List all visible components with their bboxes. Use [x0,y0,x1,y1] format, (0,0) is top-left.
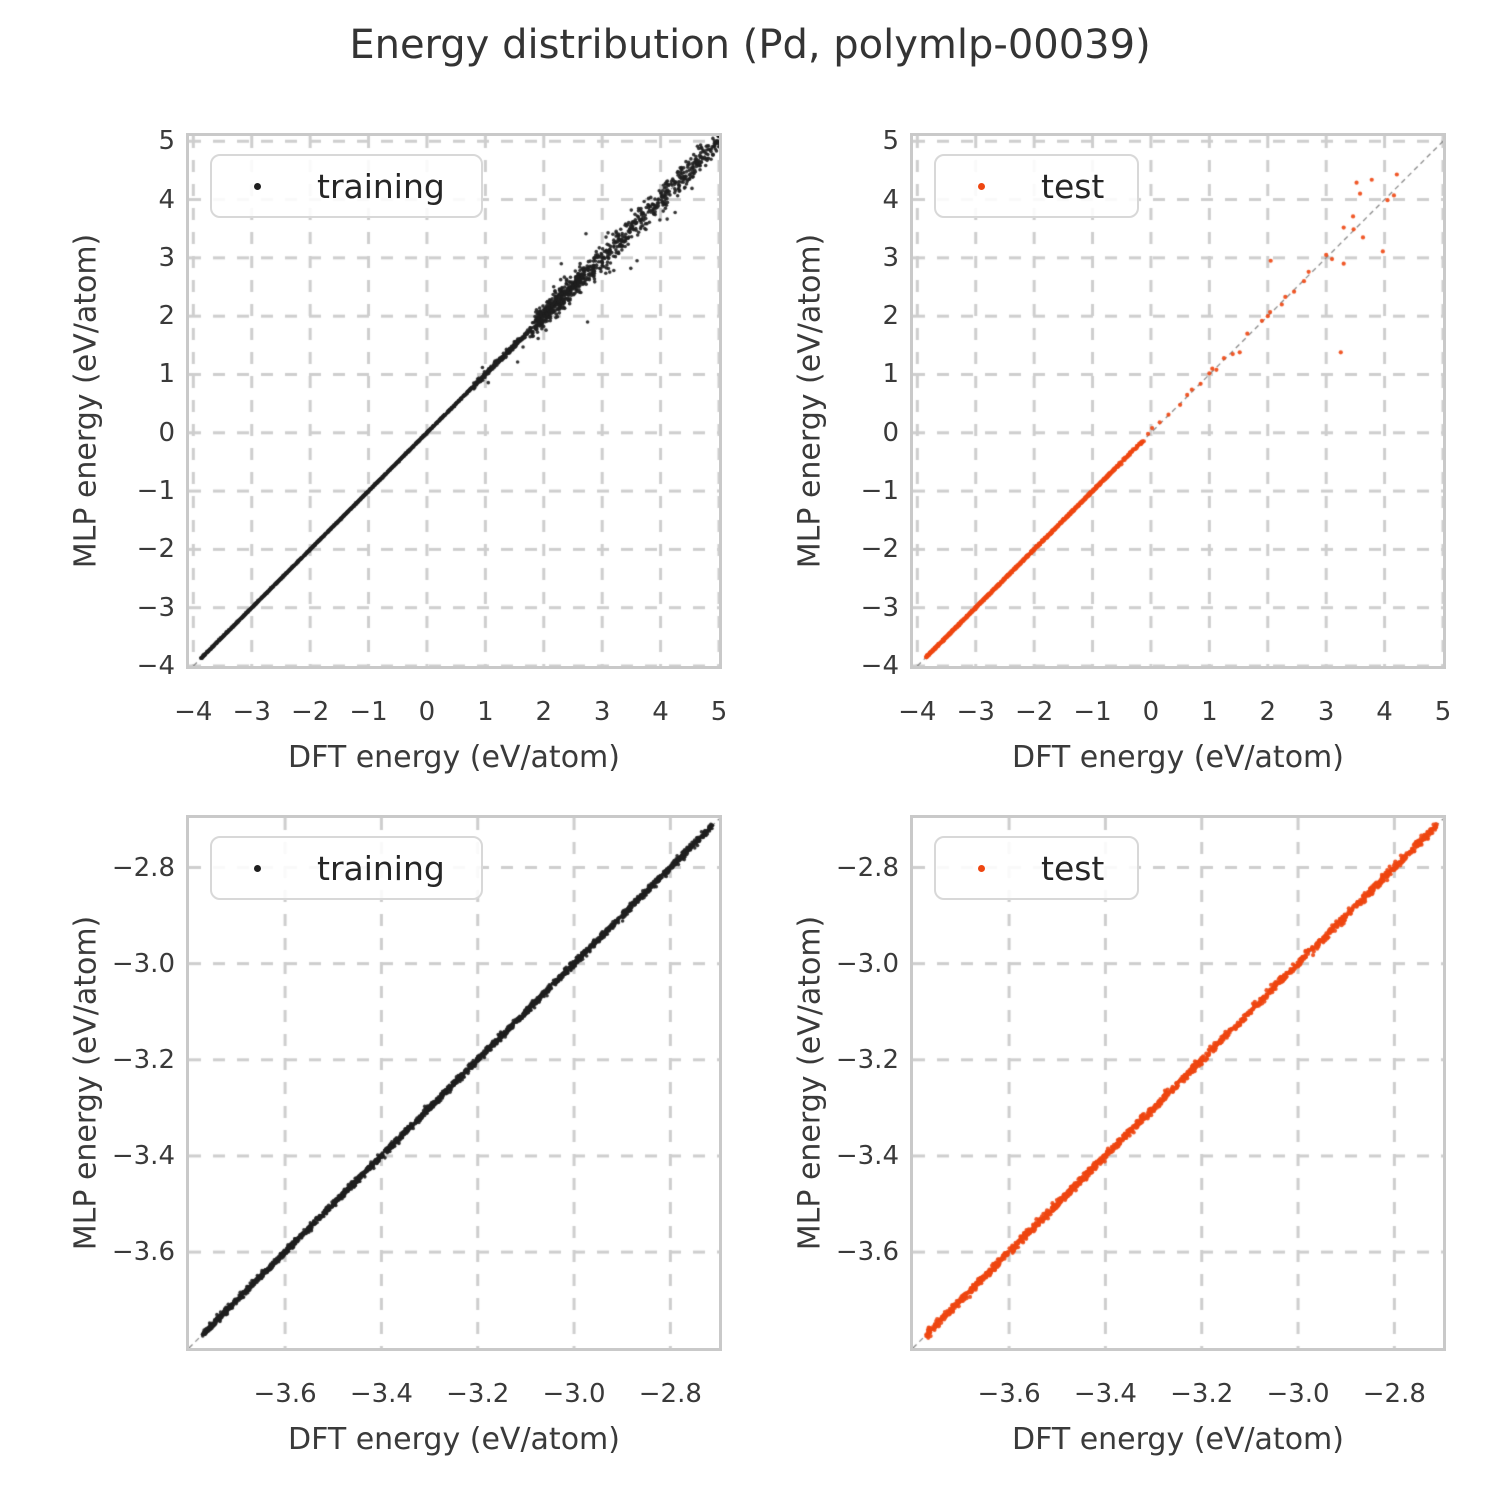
legend-marker-icon [254,182,261,190]
legend-marker-icon [254,864,261,872]
y-tick-label: 4 [882,184,899,215]
y-tick-label: −3 [136,592,175,623]
x-tick-label: −2.8 [638,1379,702,1409]
x-axis-label: DFT energy (eV/atom) [1012,740,1344,775]
x-axis-label: DFT energy (eV/atom) [288,1422,620,1457]
x-tick-label: −3.2 [1170,1379,1234,1409]
legend-label: test [1041,166,1105,206]
y-tick-label: 1 [882,359,899,390]
x-tick-label: 5 [1434,697,1452,727]
y-tick-label: −1 [860,476,899,507]
x-tick-label: 0 [1142,697,1160,727]
y-tick-label: 4 [158,184,175,215]
y-tick-label: −3.4 [835,1140,899,1171]
legend: test [934,836,1139,900]
y-tick-label: 3 [882,242,899,273]
subplot-training-full: −4 −3 −2 −1 0 1 2 3 4 5 5 4 3 2 1 0 −1 −2 −3 −4 DFT energy (… [69,126,728,775]
y-tick-label: −3.2 [835,1044,899,1075]
y-tick-label: −3.0 [111,948,175,979]
x-tick-label: 1 [477,697,494,727]
x-tick-label: 2 [1259,697,1277,727]
scatter-canvas-test-zoom [913,818,1443,1348]
x-tick-label: −2 [290,697,330,727]
x-tick-label: −2.8 [1362,1379,1426,1409]
y-axis-label: MLP energy (eV/atom) [792,233,828,569]
y-tick-label: −3.4 [111,1140,175,1171]
x-tick-label: 2 [535,697,553,727]
y-tick-label: 2 [882,301,899,332]
x-tick-label: 1 [1201,697,1218,727]
legend-marker-icon [978,864,985,872]
y-axis-label: MLP energy (eV/atom) [68,915,104,1251]
x-tick-label: −3 [232,697,271,727]
legend-marker-icon [978,182,985,190]
y-tick-label: −3.0 [835,948,899,979]
x-tick-label: 3 [593,697,611,727]
x-tick-label: −4 [174,697,213,727]
x-tick-label: 0 [418,697,436,727]
x-tick-label: 4 [652,697,669,727]
scatter-canvas-test-full [913,136,1443,666]
y-tick-label: 1 [158,359,175,390]
y-tick-label: 5 [882,126,899,157]
x-tick-label: −1 [349,697,388,727]
x-tick-label: −3.2 [446,1379,510,1409]
y-tick-label: 0 [158,417,175,448]
y-tick-label: −3.2 [111,1044,175,1075]
y-tick-label: −3.6 [835,1237,899,1268]
x-tick-label: −3.0 [542,1379,606,1409]
x-axis-label: DFT energy (eV/atom) [1012,1422,1344,1457]
legend-label: training [317,166,445,206]
scatter-canvas-training-full [189,136,719,666]
y-tick-label: 5 [158,126,175,157]
x-tick-label: −3.4 [1073,1379,1137,1409]
y-tick-label: −2 [136,534,175,565]
y-tick-label: −3.6 [111,1237,175,1268]
y-axis-label: MLP energy (eV/atom) [792,915,828,1251]
subplot-training-zoom: −3.6 −3.4 −3.2 −3.0 −2.8 −2.8 −3.0 −3.2 −3.4 −3.6… [69,815,722,1457]
y-tick-label: 0 [882,417,899,448]
legend-label: training [317,848,445,888]
scatter-canvas-training-zoom [189,818,719,1348]
x-tick-label: −3 [956,697,995,727]
chart-title: Energy distribution (Pd, polymlp-00039) [349,22,1151,68]
x-tick-label: −2 [1014,697,1054,727]
legend-label: test [1041,848,1105,888]
legend: training [210,154,483,218]
x-axis-label: DFT energy (eV/atom) [288,740,620,775]
legend: test [934,154,1139,218]
x-tick-label: −3.0 [1266,1379,1330,1409]
subplot-test-zoom: −3.6 −3.4 −3.2 −3.0 −2.8 −2.8 −3.0 −3.2 −3.4 −3.6… [793,815,1446,1457]
y-tick-label: −4 [136,651,175,681]
x-tick-label: −3.4 [349,1379,413,1409]
y-axis-label: MLP energy (eV/atom) [68,233,104,569]
y-tick-label: −2.8 [835,852,899,883]
y-tick-label: 2 [158,301,175,332]
legend: training [210,836,483,900]
y-tick-label: −2 [860,534,899,565]
y-tick-label: −1 [136,476,175,507]
x-tick-label: −4 [898,697,937,727]
y-tick-label: −4 [860,651,899,681]
subplot-test-full: −4 −3 −2 −1 0 1 2 3 4 5 5 4 3 2 1 0 −1 −2 −3 −4 DFT energy (… [793,126,1452,775]
y-tick-label: 3 [158,242,175,273]
x-tick-label: −3.6 [977,1379,1041,1409]
y-tick-label: −3 [860,592,899,623]
x-tick-label: 5 [710,697,728,727]
x-tick-label: −3.6 [253,1379,317,1409]
x-tick-label: −1 [1073,697,1112,727]
x-tick-label: 3 [1317,697,1335,727]
x-tick-label: 4 [1376,697,1393,727]
y-tick-label: −2.8 [111,852,175,883]
